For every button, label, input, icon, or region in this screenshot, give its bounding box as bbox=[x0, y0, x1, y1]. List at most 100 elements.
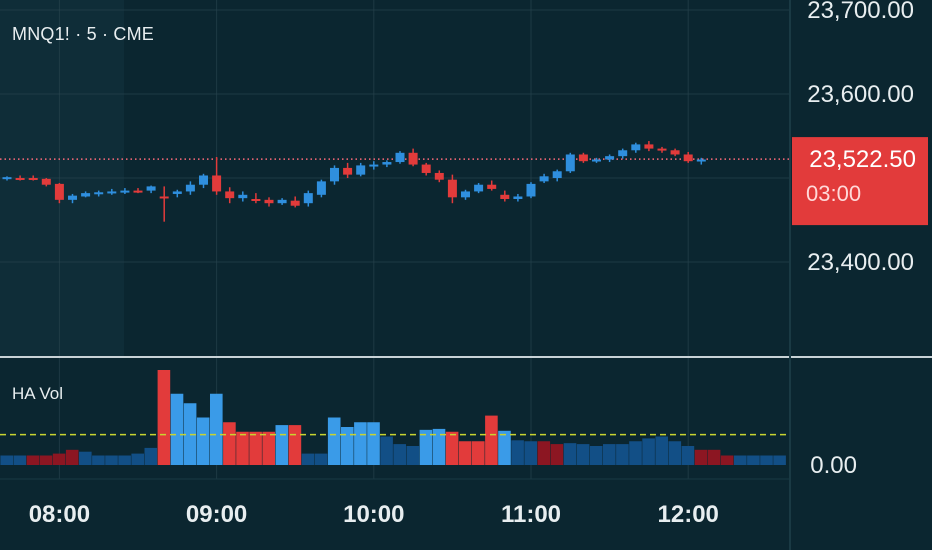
volume-bar[interactable] bbox=[445, 431, 459, 465]
volume-bar[interactable] bbox=[432, 428, 446, 465]
candle[interactable] bbox=[107, 188, 117, 195]
candle[interactable] bbox=[421, 162, 431, 176]
candle[interactable] bbox=[447, 174, 457, 204]
candle[interactable] bbox=[290, 196, 300, 208]
candle[interactable] bbox=[277, 198, 287, 205]
candle[interactable] bbox=[552, 169, 562, 182]
candle[interactable] bbox=[565, 152, 575, 173]
candle[interactable] bbox=[539, 173, 549, 184]
candle[interactable] bbox=[330, 165, 339, 185]
volume-bar[interactable] bbox=[314, 453, 328, 465]
candle[interactable] bbox=[670, 148, 680, 157]
volume-bar[interactable] bbox=[196, 417, 210, 466]
volume-bar[interactable] bbox=[458, 441, 472, 465]
volume-bar[interactable] bbox=[236, 431, 249, 465]
volume-bar[interactable] bbox=[223, 422, 236, 465]
current-price-badge[interactable] bbox=[792, 137, 928, 226]
candle[interactable] bbox=[382, 160, 392, 168]
volume-bar[interactable] bbox=[144, 447, 158, 465]
candle[interactable] bbox=[526, 182, 536, 199]
candle[interactable] bbox=[343, 162, 353, 178]
candle[interactable] bbox=[683, 151, 693, 163]
candle[interactable] bbox=[578, 152, 588, 163]
volume-bar[interactable] bbox=[327, 417, 341, 466]
volume-pane-label[interactable]: HA Vol bbox=[12, 384, 64, 403]
volume-bar[interactable] bbox=[157, 370, 171, 465]
volume-bar[interactable] bbox=[550, 444, 564, 465]
candle[interactable] bbox=[54, 183, 64, 204]
volume-bar[interactable] bbox=[472, 441, 485, 465]
volume-bar[interactable] bbox=[563, 443, 577, 465]
volume-bar[interactable] bbox=[262, 431, 275, 465]
candle[interactable] bbox=[513, 193, 523, 202]
volume-bar[interactable] bbox=[367, 422, 380, 465]
volume-bar[interactable] bbox=[39, 455, 53, 466]
volume-bar[interactable] bbox=[707, 449, 721, 465]
volume-bar[interactable] bbox=[511, 440, 524, 465]
volume-bar[interactable] bbox=[773, 455, 786, 466]
volume-bar[interactable] bbox=[760, 455, 773, 466]
candle[interactable] bbox=[461, 189, 470, 200]
candle[interactable] bbox=[644, 141, 654, 152]
candle[interactable] bbox=[356, 162, 366, 177]
volume-bar[interactable] bbox=[747, 455, 760, 466]
volume-bar[interactable] bbox=[210, 393, 223, 465]
candle[interactable] bbox=[605, 154, 615, 163]
candle[interactable] bbox=[41, 178, 51, 187]
volume-bar[interactable] bbox=[380, 436, 393, 466]
volume-bar[interactable] bbox=[341, 427, 354, 465]
volume-bar[interactable] bbox=[301, 453, 315, 465]
symbol-title[interactable]: MNQ1! · 5 · CME bbox=[12, 24, 155, 44]
candle[interactable] bbox=[238, 191, 248, 202]
volume-bar[interactable] bbox=[498, 430, 511, 465]
volume-bar[interactable] bbox=[275, 425, 289, 465]
candle[interactable] bbox=[618, 148, 628, 159]
volume-bar[interactable] bbox=[131, 453, 144, 465]
candle[interactable] bbox=[316, 179, 326, 198]
candle[interactable] bbox=[657, 146, 667, 153]
volume-bar[interactable] bbox=[576, 444, 590, 465]
candle[interactable] bbox=[696, 157, 706, 165]
volume-bar[interactable] bbox=[105, 455, 118, 466]
candle[interactable] bbox=[264, 197, 274, 207]
candle[interactable] bbox=[408, 148, 418, 167]
volume-bar[interactable] bbox=[118, 455, 131, 466]
candle[interactable] bbox=[94, 190, 104, 197]
candle[interactable] bbox=[303, 190, 313, 207]
candle[interactable] bbox=[369, 161, 379, 170]
candle[interactable] bbox=[434, 170, 444, 183]
volume-bar[interactable] bbox=[642, 438, 655, 465]
volume-bar[interactable] bbox=[603, 444, 616, 465]
volume-bar[interactable] bbox=[288, 425, 302, 465]
volume-bar[interactable] bbox=[681, 446, 695, 465]
candle[interactable] bbox=[251, 193, 261, 204]
volume-bar[interactable] bbox=[170, 393, 184, 465]
volume-bar[interactable] bbox=[0, 455, 14, 466]
volume-bar[interactable] bbox=[26, 455, 40, 466]
candle[interactable] bbox=[631, 142, 641, 153]
volume-bar[interactable] bbox=[393, 444, 406, 465]
volume-bar[interactable] bbox=[655, 436, 668, 466]
volume-bar[interactable] bbox=[485, 415, 498, 465]
volume-bar[interactable] bbox=[524, 441, 537, 465]
candle[interactable] bbox=[133, 188, 143, 194]
candle[interactable] bbox=[474, 183, 484, 194]
candle[interactable] bbox=[199, 173, 208, 189]
candle[interactable] bbox=[28, 175, 38, 181]
candle[interactable] bbox=[225, 187, 235, 204]
volume-bar[interactable] bbox=[354, 422, 367, 465]
volume-bar[interactable] bbox=[668, 441, 682, 465]
volume-layer[interactable] bbox=[0, 370, 790, 465]
candle[interactable] bbox=[81, 191, 91, 198]
volume-bar[interactable] bbox=[92, 455, 105, 466]
volume-bar[interactable] bbox=[249, 431, 262, 465]
volume-bar[interactable] bbox=[52, 453, 66, 465]
candle[interactable] bbox=[68, 193, 77, 204]
volume-bar[interactable] bbox=[616, 444, 629, 465]
candle[interactable] bbox=[2, 176, 12, 181]
volume-bar[interactable] bbox=[79, 451, 92, 465]
volume-bar[interactable] bbox=[13, 455, 27, 466]
candle[interactable] bbox=[487, 180, 497, 191]
candles-layer[interactable] bbox=[2, 141, 706, 222]
